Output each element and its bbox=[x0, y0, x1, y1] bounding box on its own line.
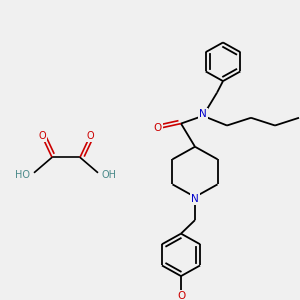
Text: O: O bbox=[38, 131, 46, 141]
Text: O: O bbox=[177, 291, 185, 300]
Text: O: O bbox=[86, 131, 94, 141]
Text: OH: OH bbox=[102, 170, 117, 180]
Text: N: N bbox=[199, 109, 207, 119]
Text: N: N bbox=[191, 194, 199, 204]
Text: O: O bbox=[154, 123, 162, 134]
Text: HO: HO bbox=[15, 170, 30, 180]
